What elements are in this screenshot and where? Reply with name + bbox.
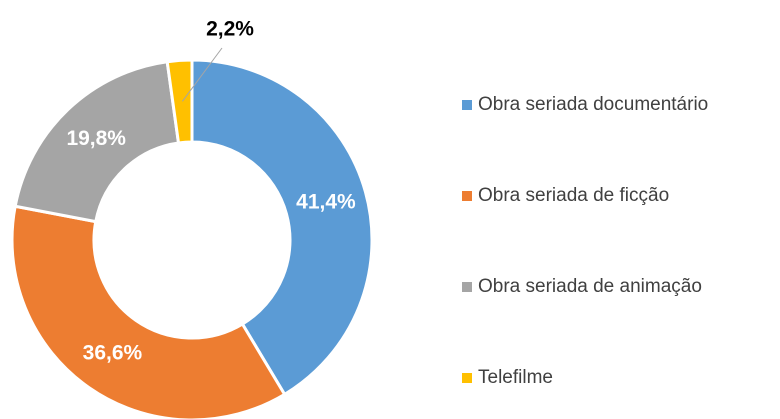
legend-swatch bbox=[462, 373, 472, 383]
data-label: 41,4% bbox=[296, 190, 356, 213]
data-label: 36,6% bbox=[83, 342, 143, 365]
data-label: 19,8% bbox=[66, 127, 126, 150]
donut-slice bbox=[10, 204, 287, 419]
donut-slice bbox=[13, 60, 181, 224]
legend-label: Obra seriada de animação bbox=[478, 276, 702, 297]
legend-label: Telefilme bbox=[478, 367, 553, 388]
legend-label: Obra seriada documentário bbox=[478, 94, 708, 115]
legend-swatch bbox=[462, 191, 472, 201]
donut-slice bbox=[165, 58, 194, 145]
legend-swatch bbox=[462, 100, 472, 110]
legend-swatch bbox=[462, 282, 472, 292]
donut-slice bbox=[190, 58, 374, 397]
legend-label: Obra seriada de ficção bbox=[478, 185, 669, 206]
data-label: 2,2% bbox=[206, 18, 254, 41]
leader-line bbox=[181, 47, 223, 102]
